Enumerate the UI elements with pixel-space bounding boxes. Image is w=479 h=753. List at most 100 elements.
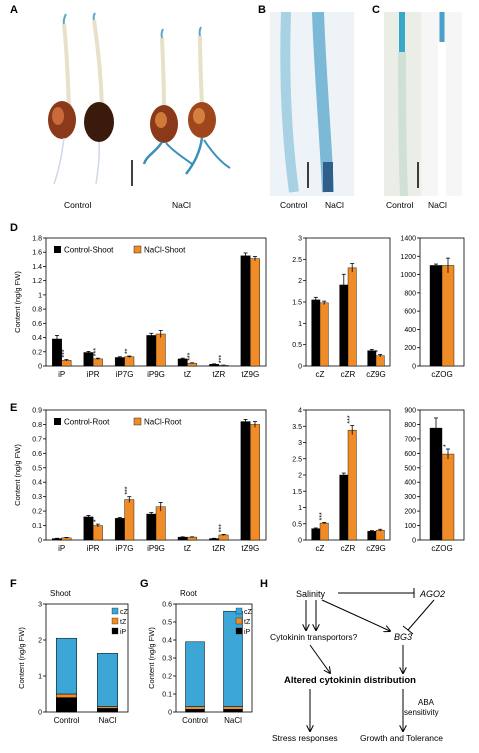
- y-tick-label-e3: 300: [404, 494, 416, 501]
- panel-a-label-control: Control: [64, 200, 92, 210]
- y-tick-label-g: 0.2: [162, 674, 172, 681]
- y-tick-label-e1: 0: [38, 538, 42, 545]
- chart-subtitle-g: Root: [180, 589, 198, 598]
- stack-g-Control-cZ: [185, 641, 205, 707]
- legend-swatch-control: [54, 246, 61, 253]
- y-tick-label-d2: 2.5: [292, 257, 302, 264]
- y-tick-label-d2: 3: [298, 236, 302, 243]
- plot-frame-f: [45, 603, 129, 713]
- x-tick-label-d3: cZOG: [431, 370, 452, 379]
- significance-e2: ***: [319, 512, 326, 520]
- y-tick-label-f: 2: [38, 638, 42, 645]
- y-tick-label-e2: 3.5: [292, 424, 302, 431]
- y-tick-label-d3: 200: [404, 345, 416, 352]
- y-tick-label-d2: 1: [298, 321, 302, 328]
- legend-swatch-control: [54, 418, 61, 425]
- significance-e1: ***: [124, 486, 131, 494]
- panel-letter-c: C: [372, 4, 380, 16]
- x-tick-label-e3: cZOG: [431, 544, 452, 553]
- y-tick-label-f: 0: [38, 710, 42, 717]
- x-tick-label-d1: tZR: [212, 370, 225, 379]
- y-tick-label-e3: 100: [404, 523, 416, 530]
- chart-subtitle-f: Shoot: [50, 589, 72, 598]
- y-tick-label-g: 0.6: [162, 602, 172, 609]
- significance-d1: ***: [93, 348, 100, 356]
- diagram-salinity: Salinity: [296, 589, 326, 599]
- legend-label-f-tZ: tZ: [120, 619, 127, 626]
- panel-letter-g: G: [140, 578, 149, 590]
- y-axis-label-g: Content (ng/g FW): [147, 627, 156, 689]
- root-photo-c: [384, 12, 462, 196]
- seedling-photo: [24, 12, 240, 196]
- x-tick-label-d2: cZR: [341, 370, 356, 379]
- diagram-aba: ABA: [418, 698, 435, 707]
- panel-letter-f: F: [10, 578, 17, 590]
- stack-f-Control-cZ: [56, 637, 77, 695]
- legend-label-g-tZ: tZ: [244, 619, 251, 626]
- significance-d2: *: [375, 349, 382, 352]
- y-tick-label-e1: 0.1: [32, 523, 42, 530]
- y-tick-label-d1: 1.8: [32, 236, 42, 243]
- y-tick-label-e2: 1.5: [292, 489, 302, 496]
- x-tick-label-e1: iP: [58, 544, 65, 553]
- y-tick-label-e1: 0.4: [32, 480, 42, 487]
- y-tick-label-d1: 1: [38, 292, 42, 299]
- panel-c-label-nacl: NaCl: [428, 200, 447, 210]
- x-tick-label-d2: cZ9G: [366, 370, 386, 379]
- legend-label-nacl: NaCl-Shoot: [144, 246, 186, 255]
- y-tick-label-e2: 1: [298, 505, 302, 512]
- x-tick-label-d1: iP: [58, 370, 65, 379]
- diagram-sensitivity: sensitivity: [404, 708, 439, 717]
- stack-g-NaCl-cZ: [223, 610, 243, 707]
- significance-e3: *: [443, 444, 450, 447]
- legend-label-nacl: NaCl-Root: [144, 418, 182, 427]
- y-tick-label-d3: 1000: [400, 272, 416, 279]
- y-tick-label-d3: 800: [404, 290, 416, 297]
- y-tick-label-e1: 0.5: [32, 465, 42, 472]
- panel-letter-b: B: [258, 4, 266, 16]
- y-tick-label-d3: 0: [412, 364, 416, 371]
- legend-label-g-iP: iP: [244, 629, 251, 636]
- y-tick-label-g: 0.5: [162, 620, 172, 627]
- y-tick-label-e3: 800: [404, 422, 416, 429]
- y-tick-label-g: 0.1: [162, 692, 172, 699]
- root-photo-b: [270, 12, 354, 196]
- legend-label-control: Control-Root: [64, 418, 110, 427]
- x-tick-label-e2: cZ: [316, 544, 325, 553]
- diagram-growth: Growth and Tolerance: [360, 733, 443, 743]
- y-axis-label-d1: Content (ng/g FW): [13, 271, 22, 333]
- significance-e1: ***: [219, 524, 226, 532]
- y-tick-label-d2: 0: [298, 364, 302, 371]
- x-tick-label-g: Control: [182, 716, 208, 725]
- panel-c-label-control: Control: [386, 200, 414, 210]
- y-tick-label-e1: 0.6: [32, 451, 42, 458]
- y-tick-label-e2: 2: [298, 473, 302, 480]
- y-axis-label-e1: Content (ng/g FW): [13, 444, 22, 506]
- y-tick-label-e2: 0: [298, 538, 302, 545]
- y-tick-label-d1: 0.4: [32, 335, 42, 342]
- y-tick-label-d1: 0.6: [32, 321, 42, 328]
- y-tick-label-d2: 2: [298, 278, 302, 285]
- y-tick-label-e1: 0.2: [32, 509, 42, 516]
- y-tick-label-d3: 600: [404, 309, 416, 316]
- x-tick-label-e1: tZR: [212, 544, 225, 553]
- y-tick-label-f: 3: [38, 602, 42, 609]
- y-tick-label-d1: 0: [38, 364, 42, 371]
- y-tick-label-d1: 1.4: [32, 264, 42, 271]
- x-tick-label-e1: iPR: [87, 544, 100, 553]
- x-tick-label-e2: cZ9G: [366, 544, 386, 553]
- panel-b-label-nacl: NaCl: [325, 200, 344, 210]
- y-tick-label-e3: 500: [404, 465, 416, 472]
- y-tick-label-e2: 0.5: [292, 521, 302, 528]
- legend-swatch-f-iP: [111, 627, 119, 635]
- y-tick-label-e3: 600: [404, 451, 416, 458]
- y-tick-label-e2: 3: [298, 440, 302, 447]
- diagram-ago2: AGO2: [419, 589, 445, 599]
- y-tick-label-d1: 0.2: [32, 349, 42, 356]
- diagram-transporters: Cytokinin transportors?: [270, 632, 358, 642]
- x-tick-label-f: NaCl: [99, 716, 117, 725]
- x-tick-label-g: NaCl: [224, 716, 242, 725]
